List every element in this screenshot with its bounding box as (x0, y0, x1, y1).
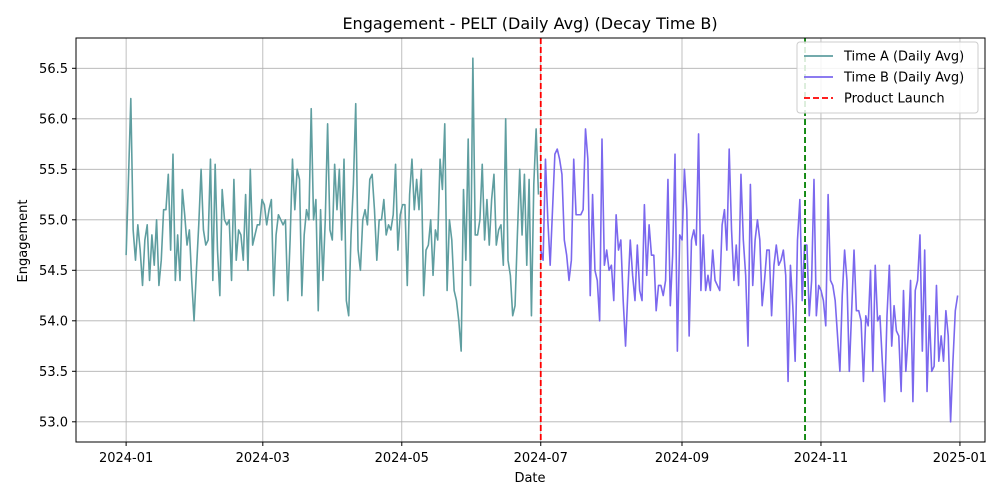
y-tick-label: 54.5 (39, 264, 68, 279)
x-tick-label: 2024-05 (375, 451, 429, 466)
x-axis-ticks: 2024-01 2024-03 2024-05 2024-07 2024-09 2024-… (99, 442, 987, 466)
legend: Time A (Daily Avg) Time B (Daily Avg) Prod… (796, 41, 979, 114)
legend-box (796, 41, 979, 114)
legend-label: Time B (Daily Avg) (843, 71, 964, 86)
x-tick-label: 2024-03 (236, 451, 290, 466)
y-tick-label: 56.0 (39, 112, 68, 127)
series-line-1 (539, 128, 959, 423)
plot-area-frame (75, 37, 986, 443)
legend-label: Product Launch (844, 92, 945, 107)
y-axis-label: Engagement (16, 200, 31, 283)
x-axis-label: Date (514, 471, 545, 486)
legend-label: Time A (Daily Avg) (843, 50, 964, 65)
series-layer (125, 57, 959, 423)
x-tick-label: 2024-01 (99, 451, 153, 466)
chart-title: Engagement - PELT (Daily Avg) (Decay Tim… (342, 14, 717, 33)
y-tick-label: 56.5 (39, 62, 68, 77)
series-line-0 (125, 57, 540, 352)
x-tick-label: 2024-11 (794, 451, 848, 466)
y-tick-label: 55.0 (39, 213, 68, 228)
x-tick-label: 2024-07 (514, 451, 568, 466)
y-tick-label: 53.5 (39, 365, 68, 380)
x-tick-label: 2025-01 (933, 451, 987, 466)
y-tick-label: 54.0 (39, 314, 68, 329)
y-tick-label: 53.0 (39, 415, 68, 430)
y-tick-label: 55.5 (39, 163, 68, 178)
y-axis-ticks: 53.0 53.5 54.0 54.5 55.0 55.5 56.0 56.5 (39, 62, 76, 430)
x-tick-label: 2024-09 (655, 451, 709, 466)
